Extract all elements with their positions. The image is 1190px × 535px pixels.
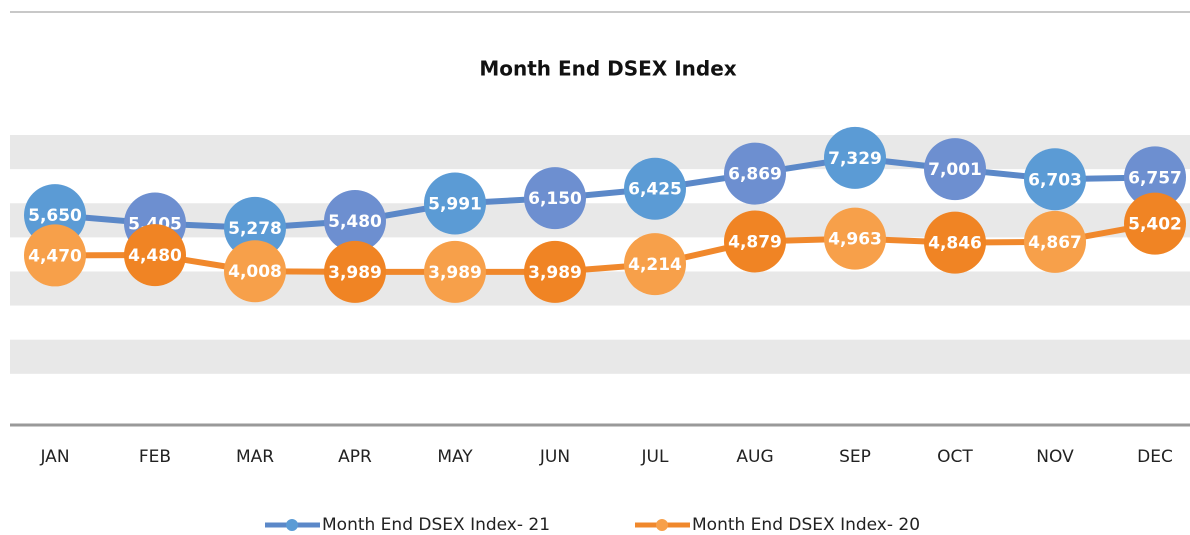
legend-label: Month End DSEX Index- 21 [322,515,550,535]
grid-band [10,203,1190,238]
data-label: 4,867 [1028,233,1082,253]
marker [1124,192,1186,255]
data-label: 6,150 [528,189,582,209]
marker [1124,146,1186,209]
marker [124,224,186,287]
marker [1024,148,1086,211]
marker [1024,210,1086,273]
x-tick-label: JUN [539,447,570,467]
x-tick-label: OCT [937,447,973,467]
data-label: 6,425 [628,180,682,200]
data-label: 5,278 [228,219,282,239]
data-label: 4,008 [228,262,282,282]
data-label: 4,214 [628,255,682,275]
marker [224,240,286,303]
legend-marker [656,519,668,531]
grid-band [10,271,1190,306]
data-label: 5,650 [28,206,82,226]
x-tick-label: JUL [641,447,669,467]
x-tick-label: APR [338,447,372,467]
marker [324,189,386,252]
data-label: 6,703 [1028,170,1082,190]
data-label: 5,480 [328,212,382,232]
marker [224,196,286,259]
x-tick-label: AUG [736,447,773,467]
data-label: 4,846 [928,234,982,254]
marker [424,240,486,303]
data-label: 4,879 [728,232,782,252]
marker [624,157,686,220]
marker [524,167,586,230]
data-label: 4,470 [28,246,82,266]
marker [924,211,986,274]
marker [524,240,586,303]
data-label: 7,001 [928,160,982,180]
legend-marker [286,519,298,531]
data-label: 5,991 [428,195,482,215]
x-tick-label: NOV [1036,447,1074,467]
x-tick-label: DEC [1137,447,1173,467]
legend-label: Month End DSEX Index- 20 [692,515,920,535]
x-tick-label: MAY [437,447,473,467]
data-label: 4,963 [828,230,882,250]
x-tick-label: SEP [839,447,871,467]
data-label: 3,989 [528,263,582,283]
marker [724,142,786,205]
grid-band [10,339,1190,374]
data-label: 5,402 [1128,215,1182,235]
chart-title: Month End DSEX Index [479,57,736,81]
data-label: 3,989 [328,263,382,283]
x-tick-label: JAN [39,447,69,467]
data-label: 7,329 [828,149,882,169]
marker [424,172,486,235]
marker [24,224,86,287]
data-label: 3,989 [428,263,482,283]
data-label: 6,869 [728,165,782,185]
marker [924,138,986,201]
marker [824,126,886,189]
data-label: 4,480 [128,246,182,266]
marker [324,240,386,303]
marker [624,233,686,296]
grid-band [10,135,1190,170]
marker [724,210,786,273]
data-label: 6,757 [1128,168,1182,188]
x-tick-label: MAR [236,447,274,467]
marker [824,207,886,270]
x-tick-label: FEB [139,447,171,467]
